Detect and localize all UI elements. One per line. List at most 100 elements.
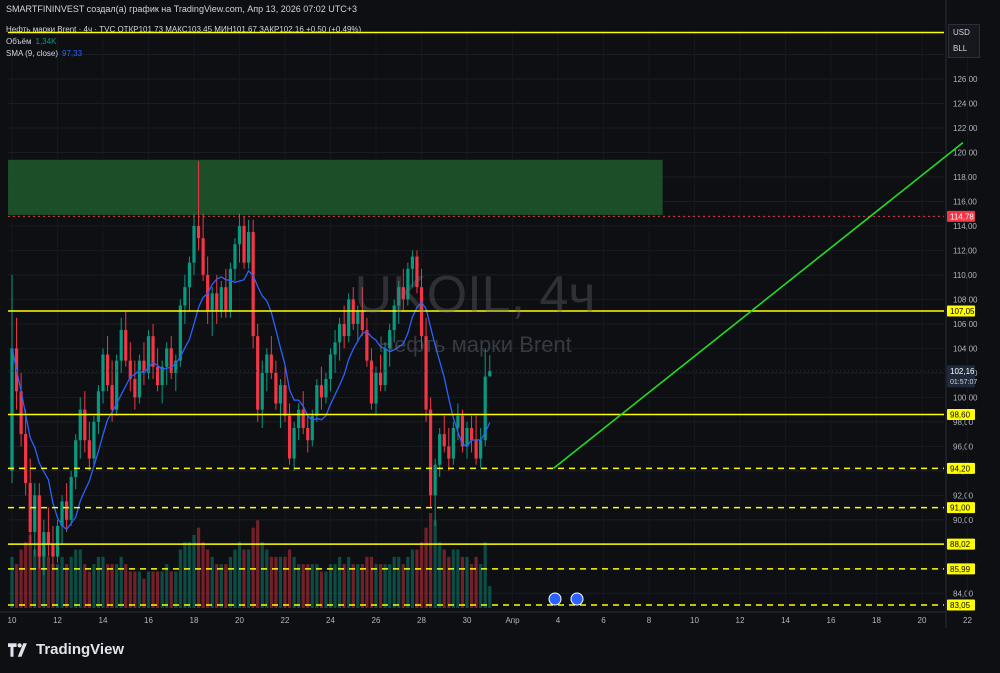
- candle[interactable]: [224, 287, 228, 312]
- candle[interactable]: [237, 225, 242, 245]
- sma-legend[interactable]: SMA (9, close) 97,33: [6, 48, 361, 60]
- candle[interactable]: [110, 385, 114, 410]
- candle[interactable]: [360, 311, 364, 331]
- candle[interactable]: [74, 440, 78, 477]
- candle[interactable]: [333, 342, 337, 355]
- candle[interactable]: [78, 409, 82, 441]
- candle[interactable]: [105, 354, 110, 386]
- trend-line[interactable]: [552, 142, 964, 470]
- ohlc-line[interactable]: Нефть марки Brent · 4ч · TVC ОТКР101,73 …: [6, 25, 362, 34]
- candle[interactable]: [483, 376, 487, 441]
- candle[interactable]: [156, 366, 160, 386]
- candle[interactable]: [451, 427, 455, 459]
- candle[interactable]: [233, 244, 237, 269]
- candle[interactable]: [183, 287, 187, 306]
- candle[interactable]: [165, 348, 169, 367]
- candle[interactable]: [383, 348, 387, 386]
- candle[interactable]: [210, 293, 214, 312]
- candle[interactable]: [256, 336, 260, 410]
- candle[interactable]: [433, 464, 437, 496]
- price-label-box[interactable]: [947, 502, 975, 514]
- candle[interactable]: [196, 225, 201, 239]
- candle[interactable]: [92, 421, 96, 459]
- candle[interactable]: [215, 293, 219, 312]
- candle[interactable]: [133, 379, 137, 398]
- candle[interactable]: [488, 370, 492, 377]
- candle[interactable]: [169, 348, 173, 373]
- resistance-zone[interactable]: [8, 159, 663, 215]
- candle[interactable]: [247, 232, 251, 263]
- candle[interactable]: [60, 501, 64, 526]
- candle[interactable]: [128, 360, 132, 380]
- candle[interactable]: [119, 330, 123, 361]
- candle[interactable]: [101, 354, 105, 392]
- candle[interactable]: [356, 311, 360, 324]
- candle[interactable]: [392, 305, 396, 331]
- candle[interactable]: [369, 360, 374, 404]
- candle[interactable]: [328, 354, 333, 380]
- candle[interactable]: [201, 238, 205, 275]
- candle[interactable]: [397, 287, 401, 306]
- candle[interactable]: [465, 427, 469, 447]
- candle[interactable]: [51, 544, 55, 557]
- candle[interactable]: [297, 409, 301, 428]
- plot-area[interactable]: [0, 0, 946, 628]
- candle[interactable]: [374, 372, 378, 404]
- candle[interactable]: [410, 256, 414, 269]
- candle[interactable]: [469, 427, 474, 441]
- volume-legend[interactable]: Объём 1,34K: [6, 36, 361, 48]
- price-label-box[interactable]: [947, 305, 975, 317]
- candle[interactable]: [429, 409, 433, 496]
- candle[interactable]: [146, 336, 151, 373]
- sma-line[interactable]: [11, 269, 491, 531]
- candle[interactable]: [306, 427, 310, 441]
- candle[interactable]: [142, 360, 146, 373]
- candle[interactable]: [315, 385, 319, 416]
- candle[interactable]: [319, 385, 323, 398]
- candle[interactable]: [55, 525, 60, 557]
- candle[interactable]: [242, 225, 246, 263]
- candle[interactable]: [456, 415, 460, 428]
- candle[interactable]: [301, 409, 305, 428]
- candle[interactable]: [251, 232, 255, 337]
- price-label-box[interactable]: [947, 210, 975, 222]
- candle[interactable]: [278, 385, 283, 404]
- event-flag-icon[interactable]: [570, 592, 584, 606]
- candle[interactable]: [46, 532, 50, 545]
- candle[interactable]: [347, 299, 351, 337]
- candle[interactable]: [460, 415, 465, 447]
- candle[interactable]: [10, 348, 14, 471]
- price-label-box[interactable]: [947, 538, 975, 550]
- candle[interactable]: [83, 409, 87, 441]
- candle[interactable]: [324, 379, 328, 398]
- candle[interactable]: [87, 440, 91, 459]
- candle[interactable]: [378, 372, 383, 386]
- candle[interactable]: [365, 330, 369, 361]
- candle[interactable]: [151, 336, 155, 367]
- candle[interactable]: [415, 256, 419, 288]
- candle[interactable]: [265, 354, 269, 373]
- candle[interactable]: [438, 434, 442, 465]
- candle[interactable]: [342, 323, 346, 337]
- event-flag-icon[interactable]: [548, 592, 562, 606]
- candle[interactable]: [292, 427, 296, 459]
- candle[interactable]: [69, 476, 73, 520]
- candle[interactable]: [174, 360, 178, 373]
- candle[interactable]: [287, 415, 292, 459]
- candle[interactable]: [424, 336, 428, 410]
- candle[interactable]: [274, 372, 278, 404]
- candle[interactable]: [19, 391, 23, 435]
- candle[interactable]: [192, 225, 196, 263]
- candle[interactable]: [124, 330, 128, 361]
- candle[interactable]: [479, 440, 483, 459]
- price-label-box[interactable]: [947, 599, 975, 611]
- candle[interactable]: [401, 287, 405, 300]
- candle[interactable]: [137, 360, 141, 398]
- candle[interactable]: [442, 434, 446, 447]
- unit-label[interactable]: BLL: [953, 44, 968, 53]
- candle[interactable]: [310, 415, 314, 441]
- candle[interactable]: [187, 262, 192, 288]
- candle[interactable]: [160, 366, 164, 386]
- candle[interactable]: [388, 330, 392, 349]
- price-label-box[interactable]: [947, 462, 975, 474]
